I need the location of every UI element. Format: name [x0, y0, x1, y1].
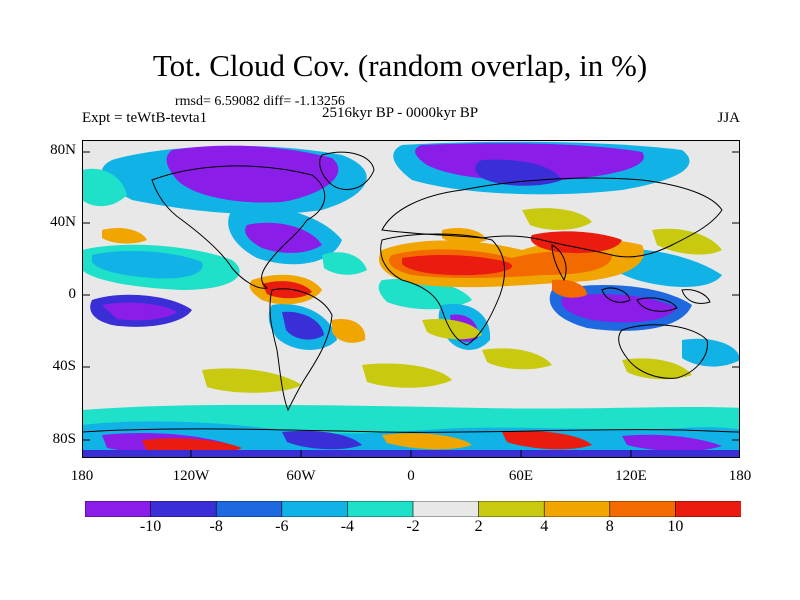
lon-label-0: 0: [407, 468, 415, 484]
colorbar-label: 8: [605, 518, 614, 535]
lon-label-120w: 120W: [172, 468, 210, 484]
time-period-label: 2516kyr BP - 0000kyr BP: [322, 105, 479, 121]
colorbar-label: 10: [667, 518, 684, 535]
colorbar-swatch: [478, 501, 546, 517]
colorbar-swatch: [412, 501, 480, 517]
colorbar-swatch: [215, 501, 283, 517]
arctic-anomaly-field: [82, 141, 690, 215]
tropical-cool-anomalies: [82, 206, 472, 350]
colorbar-swatch: [609, 501, 677, 517]
season-label: JJA: [717, 110, 740, 126]
lat-label-80n: 80N: [50, 142, 76, 158]
lon-label-60w: 60W: [286, 468, 316, 484]
coastlines: [82, 151, 740, 433]
lat-label-80s: 80S: [52, 431, 76, 447]
lon-label-180e: 180: [728, 468, 752, 484]
colorbar-swatch: [675, 501, 741, 517]
indo-pacific-cool-anomalies: [438, 248, 740, 367]
lon-label-60e: 60E: [508, 468, 534, 484]
experiment-label: Expt = teWtB-tevta1: [82, 110, 208, 126]
lat-label-equator: 0: [68, 286, 77, 302]
colorbar-label: -4: [340, 518, 355, 535]
colorbar-swatch: [281, 501, 349, 517]
north-africa-warm-anomalies: [378, 208, 644, 298]
map-tick-marks: [82, 151, 740, 458]
colorbar-label: 4: [540, 518, 549, 535]
colorbar-label: -6: [275, 518, 289, 535]
colorbar-label: -10: [139, 518, 162, 535]
lat-label-40s: 40S: [52, 358, 76, 374]
lat-label-40n: 40N: [50, 214, 76, 230]
americas-warm-anomalies: [102, 228, 722, 343]
colorbar-swatch: [85, 501, 152, 517]
lon-label-180w: 180: [70, 468, 94, 484]
colorbar-label: -8: [209, 518, 223, 535]
colorbar-label: 2: [474, 518, 483, 535]
rmsd-diff-stats: rmsd= 6.59082 diff= -1.13256: [175, 94, 345, 109]
colorbar-swatch: [150, 501, 217, 517]
lon-label-120e: 120E: [615, 468, 647, 484]
colorbar: [85, 501, 741, 517]
colorbar-label: -2: [406, 518, 420, 535]
colorbar-swatch: [347, 501, 414, 517]
cloud-cover-map: [82, 140, 740, 458]
figure-title: Tot. Cloud Cov. (random overlap, in %): [152, 48, 648, 83]
colorbar-swatch: [543, 501, 611, 517]
southern-olive-bands: [202, 318, 692, 393]
